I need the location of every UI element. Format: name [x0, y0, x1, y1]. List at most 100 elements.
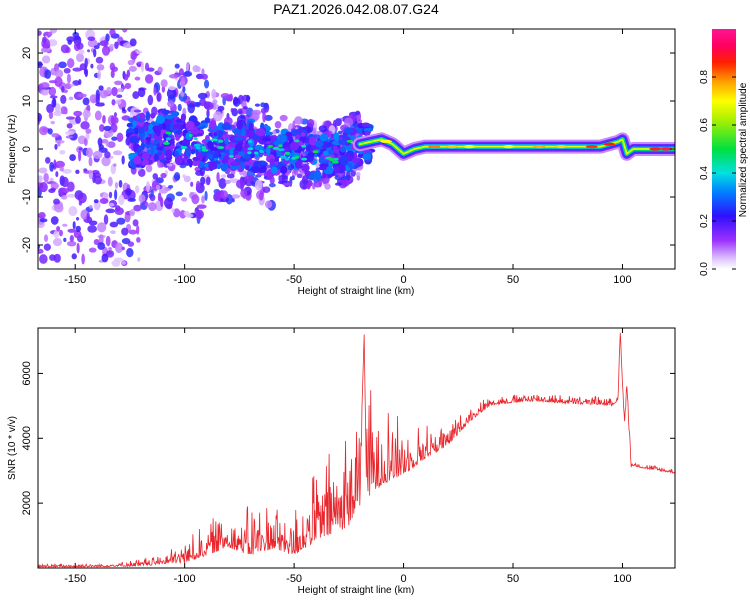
- spectro-cell: [204, 190, 208, 201]
- spectro-cell: [48, 188, 56, 194]
- spectro-cell: [64, 83, 72, 90]
- spectro-cell: [328, 158, 335, 162]
- spectro-cell: [220, 190, 229, 200]
- spectro-cell: [263, 102, 269, 110]
- spectro-cell: [98, 234, 104, 245]
- colorbar-tick-label: 0.0: [699, 262, 710, 276]
- spectro-cell: [90, 63, 94, 69]
- spectro-cell: [206, 153, 214, 160]
- spectro-cell: [340, 146, 346, 153]
- spectro-cell: [83, 168, 88, 172]
- spectro-cell: [133, 155, 142, 165]
- spectro-cell: [355, 110, 361, 115]
- spectro-cell: [139, 112, 146, 121]
- spectro-cell: [54, 69, 64, 78]
- spectro-cell: [52, 97, 57, 108]
- x-tick-label: 0: [401, 274, 407, 286]
- spectro-cell: [124, 82, 132, 90]
- spectro-cell: [80, 121, 90, 130]
- spectro-cell: [182, 71, 192, 77]
- spectro-cell: [85, 147, 93, 158]
- spectro-cell: [251, 165, 260, 173]
- spectro-cell: [65, 116, 75, 120]
- spectro-cell: [75, 217, 80, 221]
- spectro-cell: [185, 213, 194, 218]
- spectro-cell: [105, 235, 111, 247]
- spectro-cell: [264, 200, 273, 209]
- spectro-cell: [173, 208, 181, 218]
- x-tick-label: -100: [174, 573, 196, 585]
- spectro-cell: [61, 176, 69, 188]
- spectro-cell: [105, 33, 110, 42]
- spectro-cell: [82, 97, 90, 106]
- spectro-cell: [259, 149, 264, 153]
- spectro-cell: [264, 114, 273, 121]
- spectro-cell: [59, 229, 63, 237]
- spectro-cell: [121, 107, 126, 112]
- spectro-cell: [93, 239, 100, 245]
- spectro-cell: [156, 91, 162, 102]
- spectro-cell: [183, 175, 191, 183]
- spectro-cell: [118, 194, 125, 206]
- spectro-cell: [261, 137, 272, 142]
- spectro-cell: [75, 225, 81, 233]
- spectro-cell: [56, 225, 61, 232]
- spectro-cell: [206, 108, 210, 119]
- spectro-cell: [175, 129, 182, 135]
- spectro-cell: [85, 132, 90, 140]
- spectro-cell: [51, 133, 60, 138]
- spectro-cell: [307, 119, 315, 128]
- spectro-cell: [280, 165, 288, 174]
- spectro-cell: [66, 240, 77, 247]
- spectro-cell: [284, 151, 291, 155]
- spectro-cell: [137, 257, 141, 262]
- spectro-hotspot: [585, 145, 598, 149]
- spectro-cell: [207, 140, 214, 150]
- spectro-cell: [172, 123, 182, 131]
- spectro-cell: [258, 192, 264, 201]
- spectro-cell: [185, 120, 195, 131]
- spectro-cell: [304, 170, 311, 176]
- spectro-cell: [234, 143, 243, 152]
- spectro-cell: [39, 125, 49, 136]
- spectro-cell: [253, 151, 259, 155]
- spectro-cell: [338, 155, 349, 165]
- spectro-cell: [201, 148, 209, 152]
- spectro-cell: [233, 136, 244, 141]
- spectro-cell: [88, 156, 93, 167]
- spectro-cell: [99, 198, 109, 204]
- spectro-cell: [76, 42, 84, 50]
- spectro-cell: [318, 125, 327, 133]
- spectro-cell: [116, 94, 123, 98]
- spectro-cell: [121, 85, 126, 90]
- spectro-cell: [107, 176, 113, 187]
- spectro-cell: [113, 116, 119, 124]
- spectro-cell: [85, 128, 92, 134]
- spectro-cell: [291, 175, 295, 181]
- spectro-cell: [309, 136, 317, 146]
- spectro-cell: [43, 172, 49, 183]
- spectro-cell: [113, 112, 117, 118]
- spectro-cell: [133, 109, 142, 113]
- spectro-cell: [113, 80, 123, 86]
- spectro-cell: [110, 115, 115, 125]
- spectro-cell: [121, 261, 126, 265]
- spectro-cell: [201, 68, 205, 76]
- spectro-cell: [62, 168, 72, 174]
- spectro-cell: [217, 139, 224, 143]
- spectro-cell: [88, 247, 97, 253]
- spectro-cell: [231, 198, 235, 203]
- spectro-cell: [213, 111, 223, 122]
- spectro-cell: [78, 79, 82, 86]
- spectro-cell: [160, 172, 167, 179]
- spectro-cell: [98, 147, 108, 153]
- spectro-cell: [132, 219, 139, 227]
- spectro-cell: [54, 143, 58, 150]
- spectro-cell: [332, 145, 338, 150]
- spectro-cell: [138, 194, 146, 204]
- spectro-cell: [121, 246, 125, 251]
- spectro-cell: [251, 109, 262, 116]
- spectro-cell: [136, 63, 142, 68]
- spectro-cell: [334, 157, 339, 161]
- spectro-cell: [314, 140, 324, 148]
